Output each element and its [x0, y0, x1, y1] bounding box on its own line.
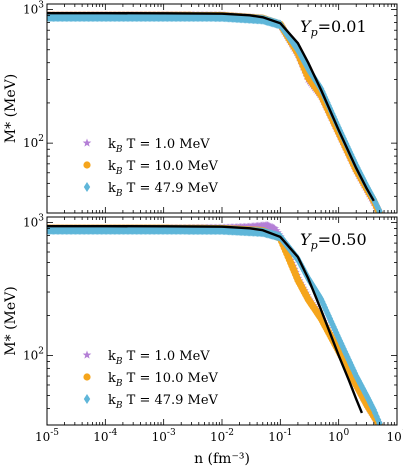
legend-item: kB T = 1.0 MeV: [82, 349, 210, 367]
data-point: [271, 226, 281, 235]
legend-label: kB T = 1.0 MeV: [108, 137, 210, 155]
legend-label: kB T = 47.9 MeV: [108, 181, 219, 199]
y-axis-title: M* (MeV): [3, 286, 19, 355]
y-axis-title: M* (MeV): [3, 74, 19, 143]
plot-area: [47, 221, 384, 425]
legend-marker: [83, 182, 91, 192]
x-tick-label: 10-2: [210, 428, 234, 444]
x-axis-title: n (fm⁻³): [194, 451, 250, 467]
data-point: [376, 418, 383, 425]
legend-marker: [82, 350, 92, 359]
legend-label: kB T = 47.9 MeV: [108, 393, 219, 411]
legend-item: kB T = 10.0 MeV: [83, 159, 219, 177]
x-tick-label: 10-5: [35, 428, 59, 444]
plot-area: [47, 11, 384, 213]
legend-marker: [83, 373, 91, 381]
y-tick-label: 103: [23, 214, 44, 230]
legend: kB T = 1.0 MeV kB T = 10.0 MeV kB T = 47.9…: [82, 137, 219, 199]
legend: kB T = 1.0 MeV kB T = 10.0 MeV kB T = 47.9…: [82, 349, 219, 411]
legend-item: kB T = 1.0 MeV: [82, 137, 210, 155]
panel-label: Yp=0.50: [300, 230, 367, 252]
legend-item: kB T = 47.9 MeV: [83, 181, 219, 199]
x-tick-label: 101: [386, 428, 403, 444]
legend-item: kB T = 10.0 MeV: [83, 371, 219, 389]
model-curve: [47, 12, 375, 202]
data-point: [270, 224, 279, 233]
legend-marker: [83, 161, 91, 169]
panel-bottom: 102 103 10-5 10-4 10-3 10-2 10-1 100 101 M* (MeV)…: [3, 214, 403, 444]
y-tick-label: 103: [23, 1, 44, 17]
legend-item: kB T = 47.9 MeV: [83, 393, 219, 411]
y-tick-label: 102: [23, 134, 44, 150]
data-point: [376, 206, 383, 213]
x-tick-label: 10-4: [93, 428, 117, 444]
panel-label: Yp=0.01: [300, 17, 367, 39]
model-curve: [47, 225, 364, 414]
legend-label: kB T = 1.0 MeV: [108, 349, 210, 367]
legend-label: kB T = 10.0 MeV: [108, 371, 219, 389]
y-tick-label: 102: [23, 346, 44, 362]
x-tick-label: 100: [328, 428, 349, 444]
x-tick-label: 10-3: [152, 428, 176, 444]
legend-label: kB T = 10.0 MeV: [108, 159, 219, 177]
legend-marker: [83, 394, 91, 404]
legend-marker: [82, 138, 92, 147]
x-tick-label: 10-1: [268, 428, 292, 444]
